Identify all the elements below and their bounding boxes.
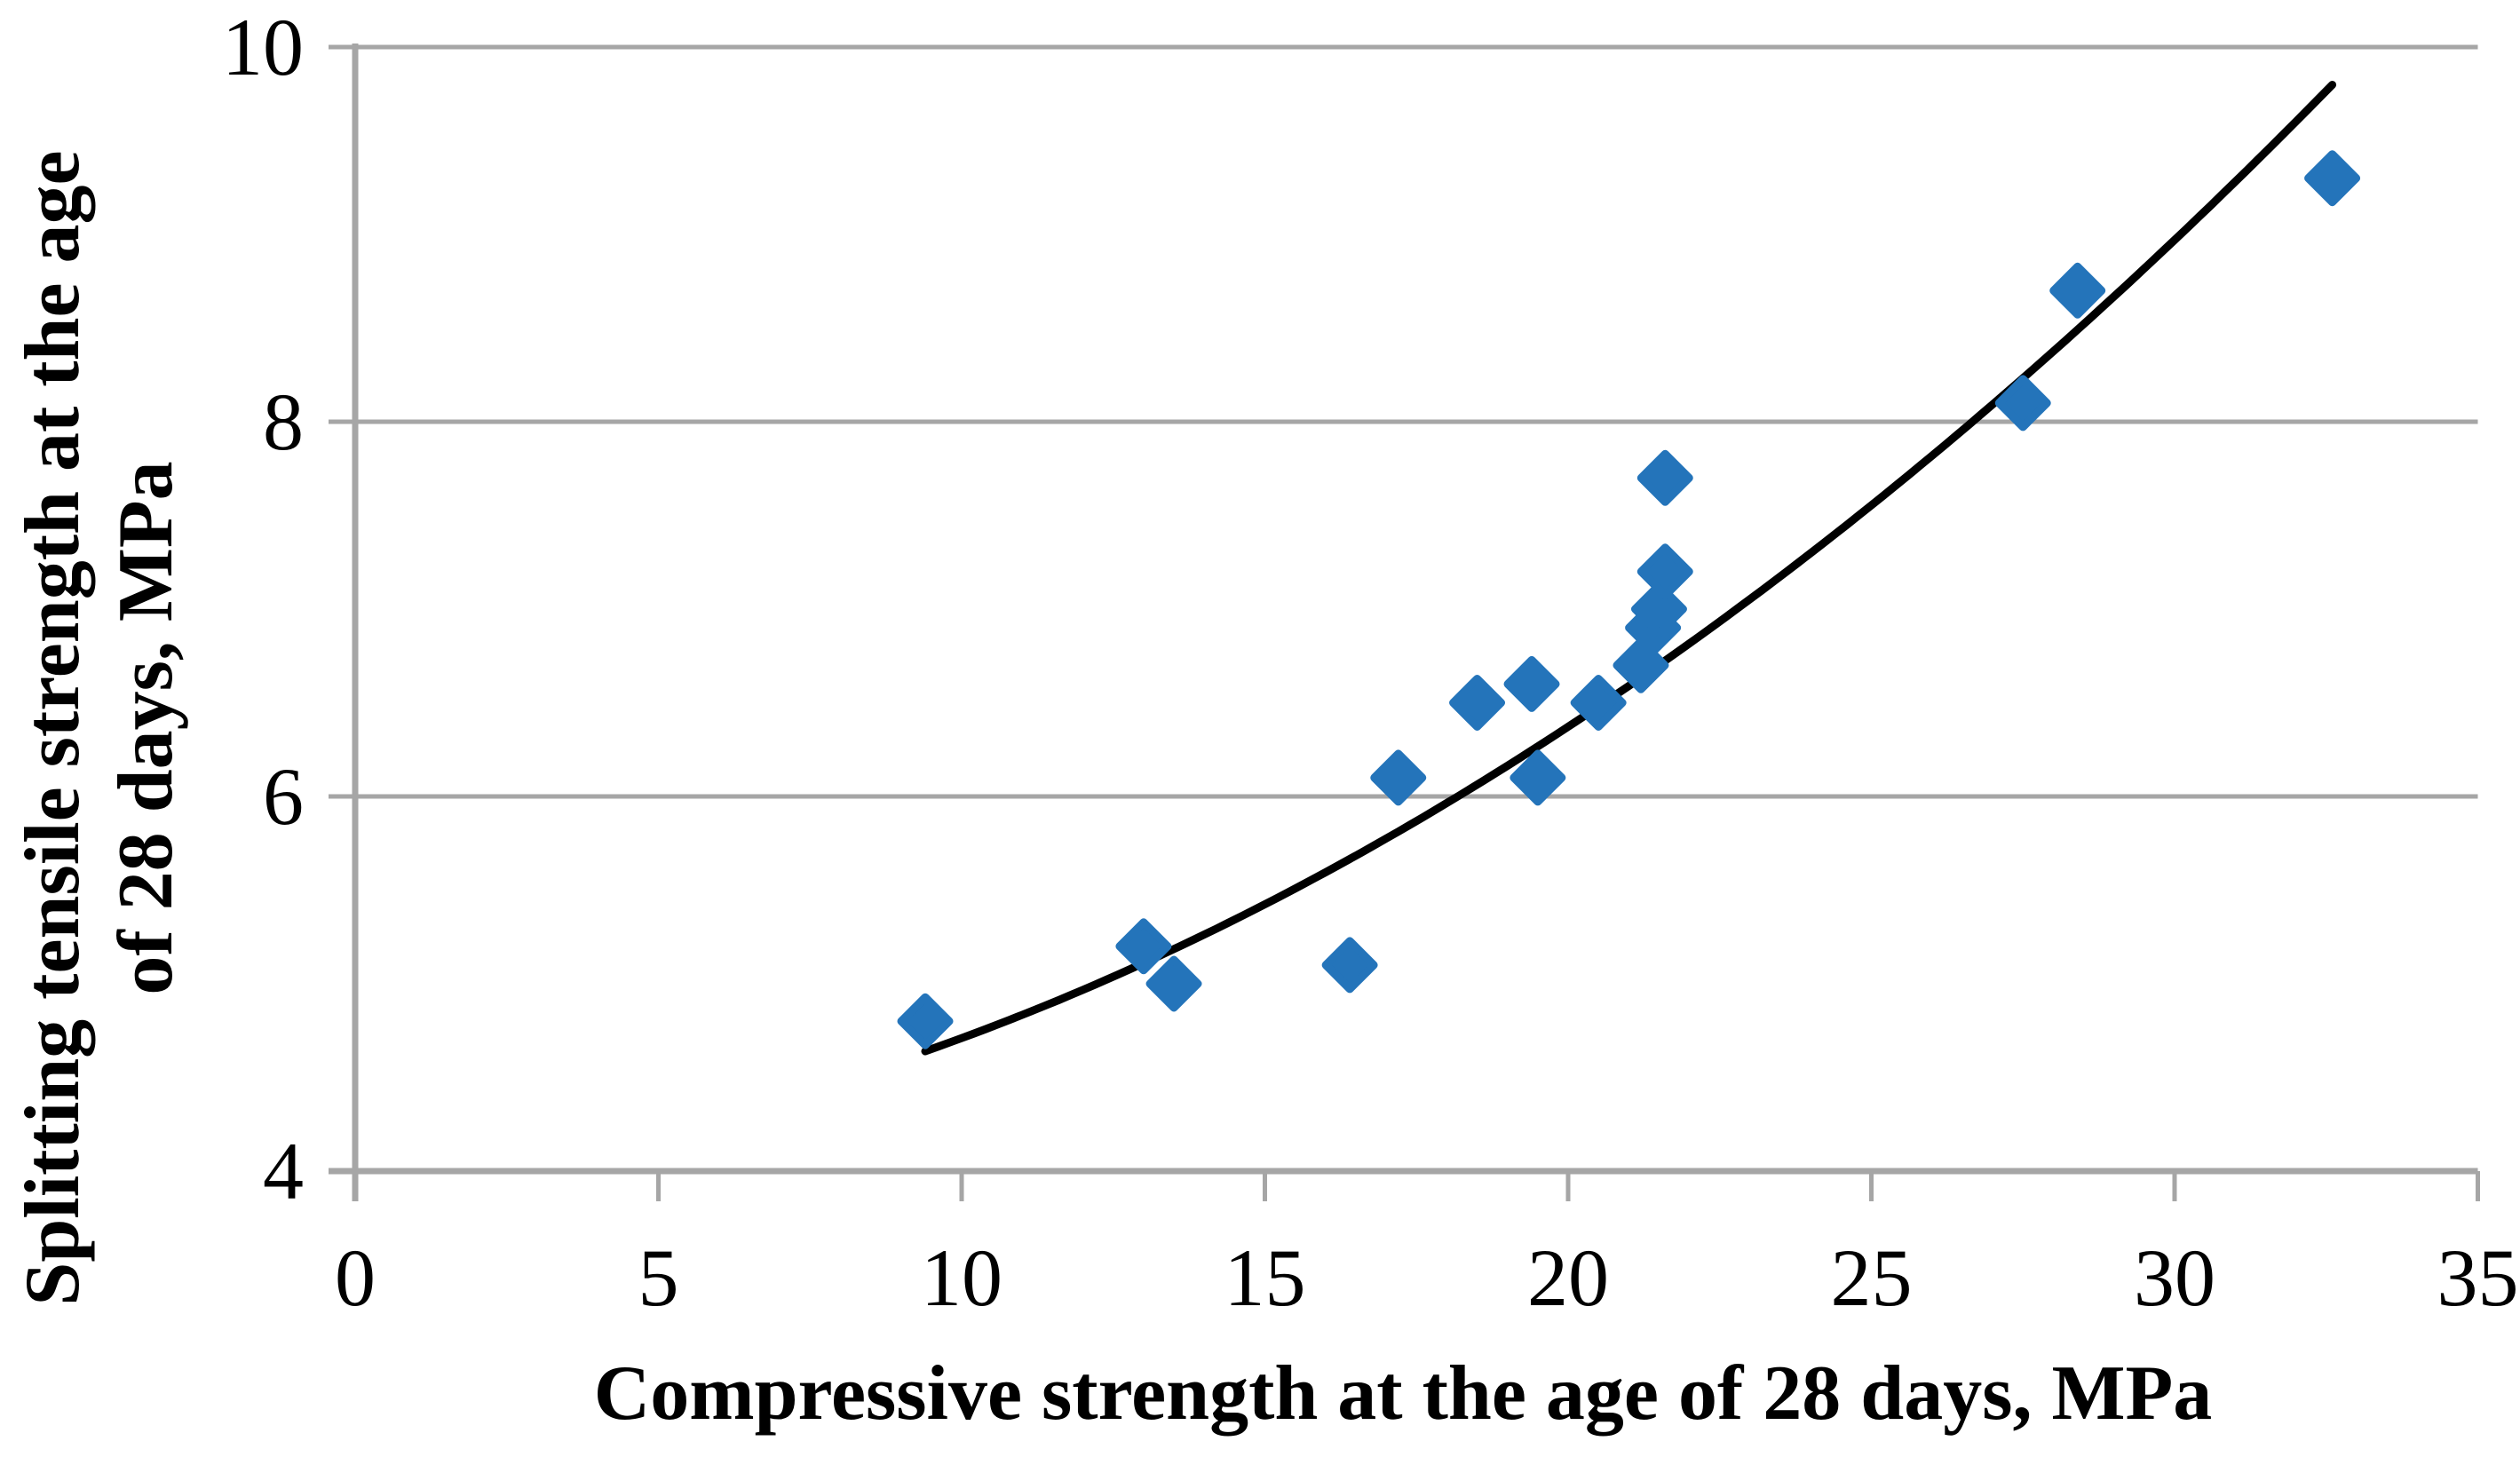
y-tick-label-4: 4	[263, 1126, 304, 1216]
data-point-0	[897, 993, 954, 1049]
y-axis-title-line1: Splitting tensile strength at the age	[10, 150, 96, 1305]
x-tick-label-5: 5	[638, 1232, 679, 1323]
x-axis-tick-labels: 0 5 10 15 20 25 30 35	[335, 1232, 2519, 1323]
x-axis-ticks	[353, 1171, 2480, 1201]
y-tick-label-10: 10	[222, 2, 304, 92]
x-tick-label-35: 35	[2437, 1232, 2519, 1323]
data-point-14	[1994, 375, 2051, 432]
data-point-13	[1636, 449, 1693, 506]
x-tick-label-25: 25	[1831, 1232, 1913, 1323]
x-tick-label-20: 20	[1527, 1232, 1609, 1323]
data-point-3	[1321, 937, 1378, 994]
data-point-16	[2304, 150, 2361, 207]
gridlines	[329, 44, 2478, 1175]
data-point-11	[1630, 581, 1687, 637]
y-axis-tick-labels: 4 6 8 10	[222, 2, 304, 1216]
y-tick-label-8: 8	[263, 376, 304, 467]
x-axis-title: Compressive strength at the age of 28 da…	[594, 1350, 2213, 1437]
y-axis-title-line2: of 28 days, MPa	[103, 461, 189, 994]
data-point-7	[1510, 749, 1566, 806]
data-point-1	[1115, 918, 1172, 975]
data-point-8	[1570, 675, 1627, 731]
data-point-15	[2049, 262, 2106, 319]
x-tick-label-10: 10	[921, 1232, 1002, 1323]
data-point-12	[1636, 543, 1693, 600]
x-tick-label-30: 30	[2134, 1232, 2215, 1323]
x-tick-label-15: 15	[1224, 1232, 1306, 1323]
data-point-4	[1370, 749, 1427, 806]
data-points	[897, 150, 2361, 1049]
y-tick-label-6: 6	[263, 751, 304, 842]
data-point-5	[1449, 675, 1506, 731]
data-point-2	[1145, 955, 1202, 1012]
x-tick-label-0: 0	[335, 1232, 376, 1323]
trend-curve	[921, 81, 2337, 1056]
data-point-6	[1503, 655, 1560, 712]
